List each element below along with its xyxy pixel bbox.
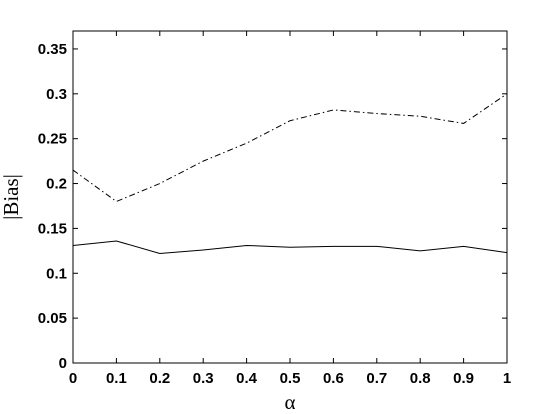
plot-area [72,30,508,364]
y-axis-title: |Bias| [0,174,23,220]
y-tick-label: 0.3 [46,86,67,103]
series-line-solid [72,240,508,255]
y-tick-label: 0.35 [38,41,67,58]
y-tick-label: 0.05 [38,310,67,327]
x-axis: 0 0.1 0.2 0.3 0.4 0.5 0.6 0.7 0.8 0.9 1 [69,31,511,387]
x-tick-label: 0.2 [149,370,170,387]
series-layer [72,93,508,255]
y-tick-label: 0.15 [38,220,67,237]
x-tick-label: 0.1 [106,370,127,387]
y-axis: 0 0.05 0.1 0.15 0.2 0.25 0.3 0.35 [38,41,507,372]
y-tick-label: 0.2 [46,176,67,193]
y-tick-label: 0.1 [46,265,67,282]
x-tick-label: 0.6 [323,370,344,387]
series-line-dashdot [72,93,508,203]
y-tick-label: 0.25 [38,131,67,148]
x-tick-label: 0.7 [366,370,387,387]
y-tick-label: 0 [59,355,67,372]
x-tick-label: 0 [69,370,77,387]
x-tick-label: 0.4 [236,370,258,387]
x-tick-label: 0.8 [410,370,431,387]
x-tick-label: 0.5 [280,370,301,387]
x-tick-label: 1 [503,370,511,387]
x-axis-title: α [284,390,295,414]
x-tick-label: 0.3 [193,370,214,387]
x-tick-label: 0.9 [453,370,474,387]
